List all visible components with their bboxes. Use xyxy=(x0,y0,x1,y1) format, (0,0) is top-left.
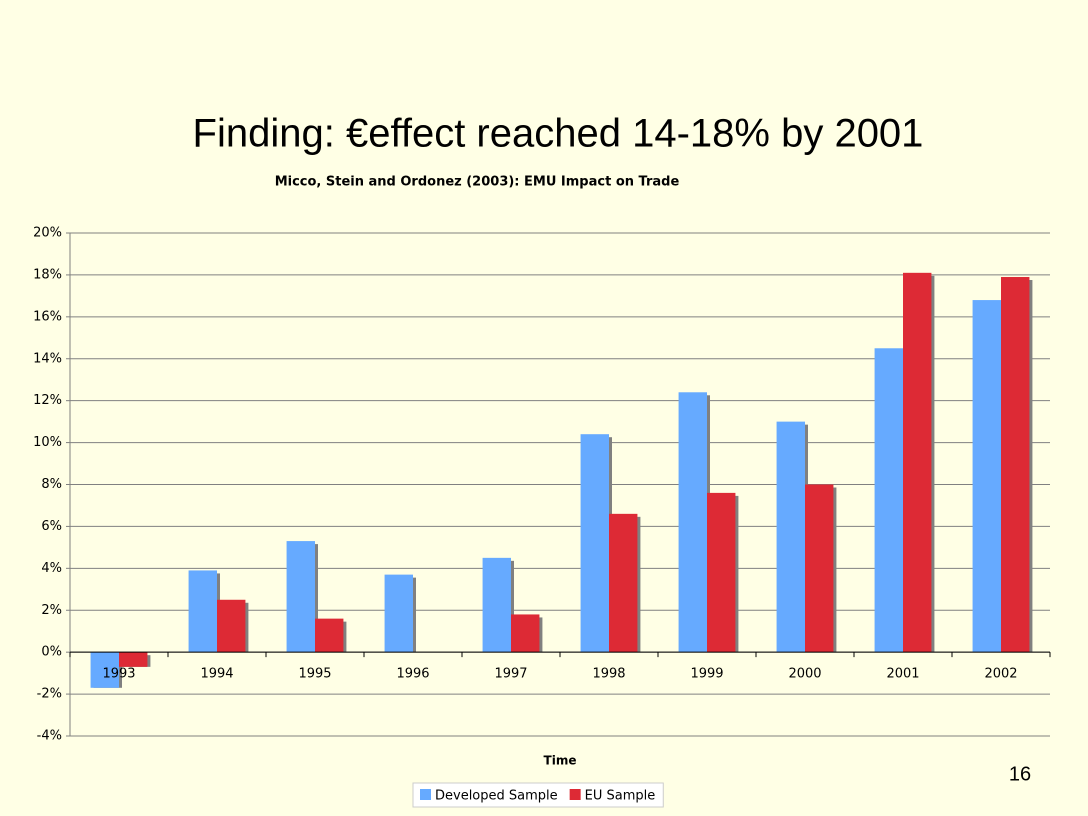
bar xyxy=(217,599,246,653)
legend-swatch xyxy=(420,789,431,800)
bar xyxy=(119,652,148,667)
bar xyxy=(972,300,1001,653)
bar xyxy=(580,434,609,653)
bar xyxy=(707,492,736,653)
legend-label: EU Sample xyxy=(585,789,656,804)
bar xyxy=(90,652,119,688)
y-tick-label: 18% xyxy=(33,267,62,282)
y-tick-label: 12% xyxy=(33,393,62,408)
legend-label: Developed Sample xyxy=(435,789,558,804)
bar xyxy=(384,574,413,653)
x-tick-label: 2000 xyxy=(788,667,821,682)
bar xyxy=(1001,277,1030,653)
bar xyxy=(874,348,903,653)
x-tick-label: 1998 xyxy=(592,667,625,682)
bar xyxy=(188,570,217,653)
bar xyxy=(511,614,540,653)
y-tick-label: -4% xyxy=(37,729,62,744)
chart-title: Micco, Stein and Ordonez (2003): EMU Imp… xyxy=(275,175,680,190)
y-tick-label: 20% xyxy=(33,226,62,241)
y-tick-label: 16% xyxy=(33,309,62,324)
bar xyxy=(315,618,344,653)
x-tick-label: 1996 xyxy=(396,667,429,682)
legend-swatch xyxy=(569,789,581,800)
x-tick-label: 1995 xyxy=(298,667,331,682)
y-tick-label: 8% xyxy=(41,477,62,492)
x-tick-label: 1994 xyxy=(200,667,233,682)
bar xyxy=(482,557,511,653)
page-number: 16 xyxy=(1009,763,1031,785)
bar xyxy=(609,513,638,653)
x-tick-label: 1997 xyxy=(494,667,527,682)
x-tick-label: 2001 xyxy=(886,667,919,682)
slide-title: Finding: €effect reached 14-18% by 2001 xyxy=(193,112,924,156)
y-tick-label: 14% xyxy=(33,351,62,366)
bar xyxy=(805,484,834,653)
y-tick-label: 4% xyxy=(41,561,62,576)
x-tick-label: 1999 xyxy=(690,667,723,682)
y-tick-label: 6% xyxy=(41,519,62,534)
y-tick-label: -2% xyxy=(37,687,62,702)
bar xyxy=(678,392,707,653)
y-tick-label: 0% xyxy=(41,645,62,660)
y-tick-label: 10% xyxy=(33,435,62,450)
bar xyxy=(903,272,932,653)
bar xyxy=(286,541,315,653)
y-tick-label: 2% xyxy=(41,603,62,618)
x-tick-label: 1993 xyxy=(102,667,135,682)
legend-box xyxy=(412,782,664,808)
x-axis-title: Time xyxy=(544,754,577,768)
x-tick-label: 2002 xyxy=(984,667,1017,682)
bar xyxy=(776,421,805,653)
